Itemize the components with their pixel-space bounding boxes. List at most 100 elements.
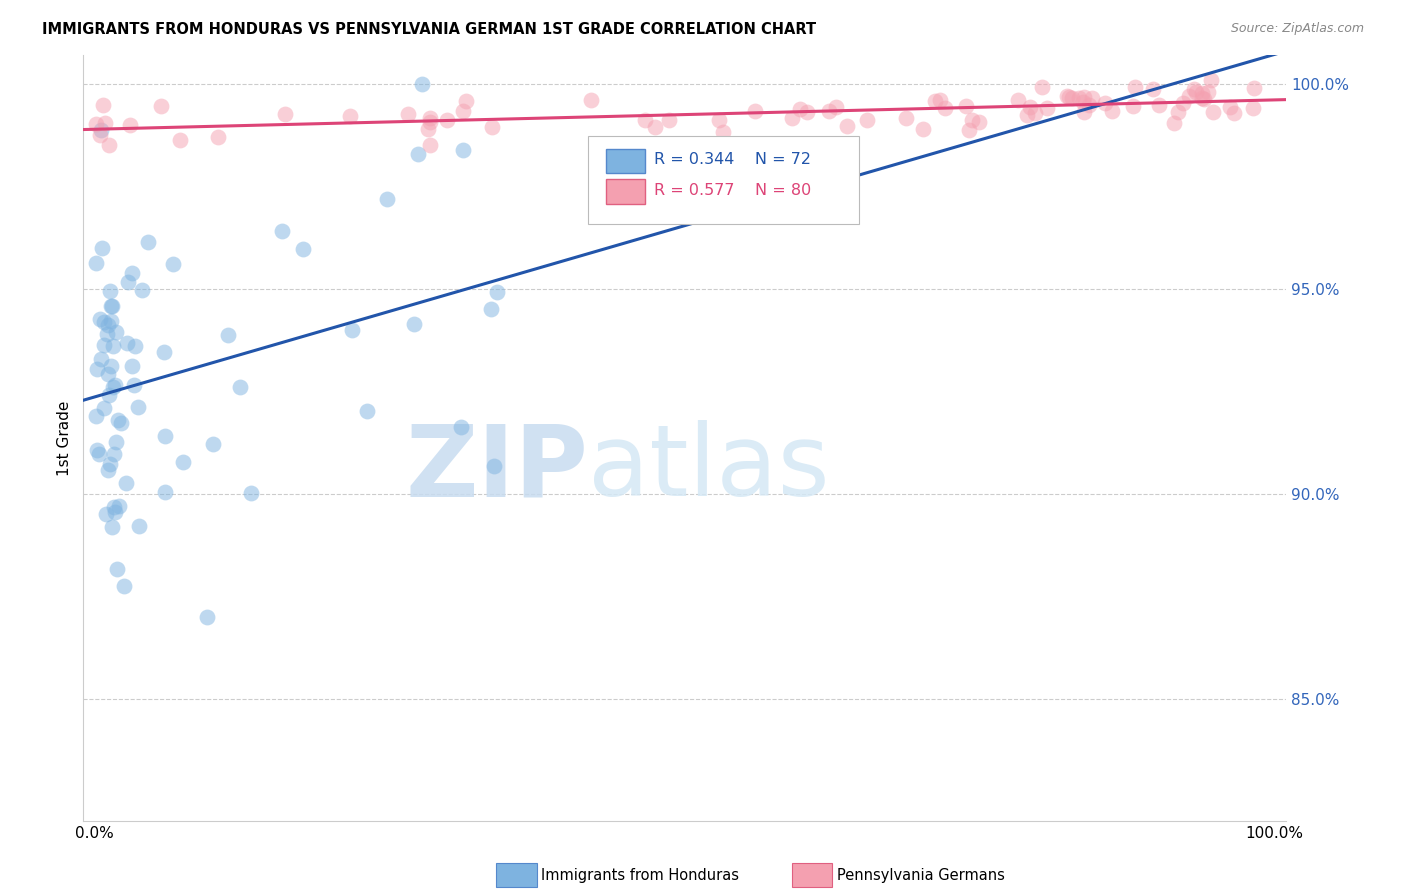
Point xyxy=(91,241,114,255)
Point xyxy=(274,106,297,120)
Point xyxy=(105,435,128,450)
Point xyxy=(780,112,803,126)
Point xyxy=(962,112,984,127)
Point xyxy=(270,224,292,238)
Point xyxy=(118,118,141,132)
Point xyxy=(107,413,129,427)
Point xyxy=(419,115,441,129)
Point xyxy=(217,327,239,342)
Point xyxy=(101,339,124,353)
Point xyxy=(292,242,315,256)
Point xyxy=(1184,82,1206,96)
Point xyxy=(644,120,666,135)
Point xyxy=(1202,105,1225,120)
Point xyxy=(86,362,108,376)
Point xyxy=(103,500,125,515)
Point xyxy=(1018,100,1040,114)
Point xyxy=(97,318,120,332)
Point xyxy=(1123,80,1146,95)
Point xyxy=(201,437,224,451)
Point xyxy=(482,458,505,473)
Point xyxy=(228,379,250,393)
Point xyxy=(855,112,877,127)
Point xyxy=(1077,97,1099,112)
Point xyxy=(1241,101,1264,115)
Point xyxy=(1171,96,1194,111)
Point xyxy=(136,235,159,249)
Point xyxy=(837,120,859,134)
Point xyxy=(115,336,138,351)
Point xyxy=(419,111,441,125)
Point xyxy=(1192,92,1215,106)
Point xyxy=(127,400,149,414)
Point xyxy=(97,463,120,477)
Point xyxy=(105,562,128,576)
Point xyxy=(1060,90,1083,104)
Point xyxy=(124,339,146,353)
Point xyxy=(98,284,121,298)
Point xyxy=(1167,105,1189,120)
Point xyxy=(451,143,474,157)
Point xyxy=(101,299,124,313)
Point xyxy=(98,137,121,152)
Point xyxy=(789,102,811,116)
Point xyxy=(419,138,441,153)
Point xyxy=(121,266,143,280)
Point xyxy=(928,93,950,107)
Point xyxy=(128,519,150,533)
Point xyxy=(824,100,846,114)
Point xyxy=(1007,93,1029,107)
Point xyxy=(100,299,122,313)
Point xyxy=(86,442,108,457)
Point xyxy=(485,285,508,299)
Point xyxy=(1184,86,1206,100)
Point xyxy=(98,457,121,471)
Point xyxy=(104,377,127,392)
Point xyxy=(481,120,503,134)
FancyBboxPatch shape xyxy=(588,136,859,224)
Point xyxy=(406,146,429,161)
Point xyxy=(1024,106,1046,120)
Point xyxy=(195,609,218,624)
Point xyxy=(711,125,734,139)
Point xyxy=(91,98,114,112)
Point xyxy=(96,327,118,342)
Point xyxy=(1219,100,1241,114)
Point xyxy=(1081,91,1104,105)
Point xyxy=(240,486,263,500)
Point xyxy=(172,455,194,469)
Point xyxy=(89,128,111,143)
Text: ZIP: ZIP xyxy=(405,420,588,517)
Point xyxy=(1067,91,1090,105)
Point xyxy=(1035,101,1057,115)
Point xyxy=(375,192,398,206)
Point xyxy=(1199,72,1222,87)
Point xyxy=(1191,91,1213,105)
Point xyxy=(93,315,115,329)
Point xyxy=(207,129,229,144)
Point xyxy=(94,116,117,130)
Point xyxy=(121,359,143,374)
Point xyxy=(86,117,108,131)
Point xyxy=(339,109,361,123)
Point xyxy=(97,388,120,402)
Point xyxy=(451,104,474,119)
Point xyxy=(479,301,502,316)
Point xyxy=(86,256,108,270)
Point xyxy=(89,312,111,326)
Point xyxy=(155,485,177,500)
Text: Immigrants from Honduras: Immigrants from Honduras xyxy=(541,868,740,882)
Point xyxy=(153,345,176,359)
Point xyxy=(1142,81,1164,95)
Point xyxy=(93,338,115,352)
Point xyxy=(101,519,124,533)
Point xyxy=(356,404,378,418)
Point xyxy=(87,446,110,460)
FancyBboxPatch shape xyxy=(606,149,644,173)
Point xyxy=(1056,88,1078,103)
Y-axis label: 1st Grade: 1st Grade xyxy=(58,401,72,476)
Point xyxy=(1163,115,1185,129)
Text: Pennsylvania Germans: Pennsylvania Germans xyxy=(837,868,1004,882)
Text: R = 0.344    N = 72: R = 0.344 N = 72 xyxy=(654,152,811,167)
Point xyxy=(911,122,934,136)
